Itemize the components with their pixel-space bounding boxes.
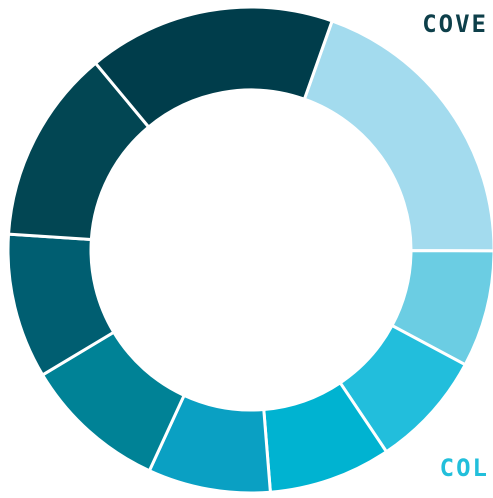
bottom-right-label: COL	[439, 454, 489, 482]
top-right-label: COVE	[422, 10, 488, 38]
donut-slice-9	[94, 5, 334, 129]
donut-slice-1	[302, 19, 493, 253]
